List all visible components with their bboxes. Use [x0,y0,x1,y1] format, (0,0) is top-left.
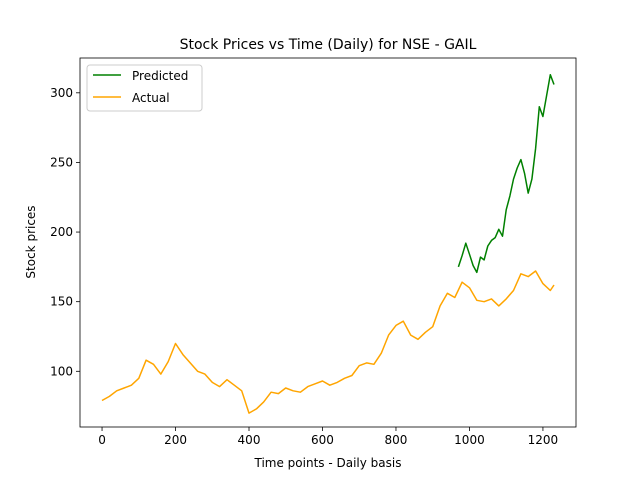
x-tick-label: 800 [385,433,408,447]
x-tick-label: 1000 [454,433,485,447]
x-axis-label: Time points - Daily basis [254,456,402,470]
x-tick-label: 0 [98,433,106,447]
x-tick-label: 1200 [528,433,559,447]
series-line-actual [101,270,555,414]
plot-background [80,58,576,427]
y-tick-label: 300 [50,86,73,100]
y-tick-label: 150 [50,295,73,309]
chart-title: Stock Prices vs Time (Daily) for NSE - G… [180,37,477,53]
x-tick-label: 400 [238,433,261,447]
plot-frame [79,57,577,428]
legend: Predicted Actual [86,64,203,112]
series-line-predicted [457,73,555,274]
y-tick-label: 100 [50,364,73,378]
y-axis-label: Stock prices [24,205,38,278]
y-tick-label: 200 [50,225,73,239]
y-tick-label: 250 [50,155,73,169]
x-axis: 0 200 400 600 800 1000 1200 [98,427,558,447]
series-layer [101,73,555,414]
y-axis: 100 150 200 250 300 [50,86,80,378]
legend-label-predicted: Predicted [132,69,188,83]
x-tick-label: 600 [311,433,334,447]
legend-box [86,64,203,112]
x-tick-label: 200 [164,433,187,447]
plot-area [79,57,577,428]
legend-label-actual: Actual [132,91,170,105]
